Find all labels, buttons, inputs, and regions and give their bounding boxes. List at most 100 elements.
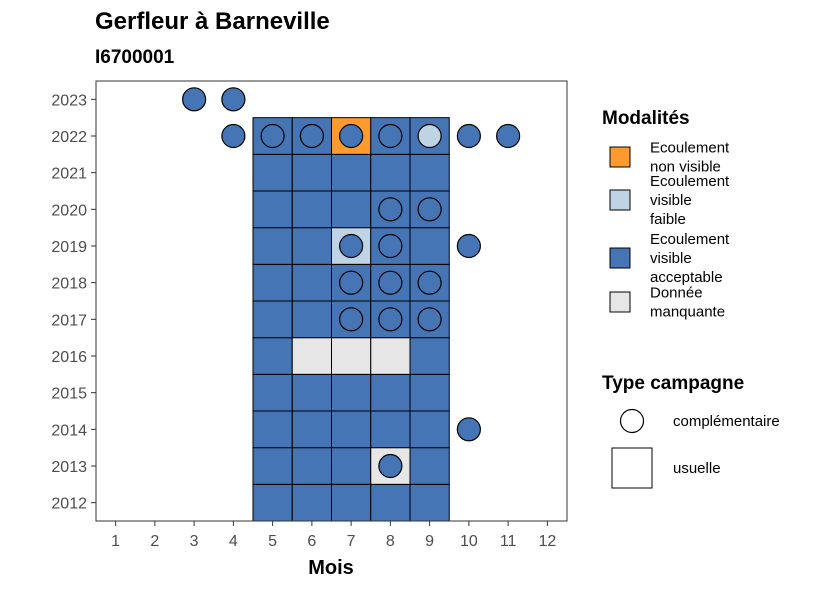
tile-7-2013 xyxy=(331,447,372,485)
legend-label-usuelle: usuelle xyxy=(673,460,721,477)
tile-8-2015 xyxy=(370,373,411,412)
legend-key-vf xyxy=(609,189,631,211)
legend-label-dm-1: manquante xyxy=(650,304,725,321)
x-tick-label-1: 1 xyxy=(111,533,120,550)
point-7-2017 xyxy=(339,307,364,332)
x-axis: 1 2 3 4 5 6 7 8 9 10 11 12 xyxy=(111,521,556,550)
tile-5-2021 xyxy=(252,153,293,192)
y-tick-label-2012: 2012 xyxy=(51,496,87,513)
legend-key-usuelle xyxy=(611,447,653,489)
tile-5-2012 xyxy=(252,483,293,522)
tile-8-2016 xyxy=(370,337,411,375)
chart-subtitle: I6700001 xyxy=(95,47,175,68)
point-8-2013 xyxy=(378,453,403,479)
tile-7-2020 xyxy=(331,190,372,229)
point-7-2019 xyxy=(339,233,364,259)
chart-title: Gerfleur à Barneville xyxy=(95,8,330,35)
point-8-2022 xyxy=(378,123,403,149)
legend-label-va-2: acceptable xyxy=(650,269,723,286)
tile-6-2014 xyxy=(291,410,332,449)
tile-9-2014 xyxy=(409,410,450,449)
tile-9-2012 xyxy=(409,483,450,522)
legend-label-vf-0: Ecoulement xyxy=(650,173,730,190)
y-tick-label-2013: 2013 xyxy=(51,459,87,476)
legend-label-va-0: Ecoulement xyxy=(650,231,730,248)
legend-label-vf-1: visible xyxy=(650,192,692,209)
legend-label-nv-0: Ecoulement xyxy=(650,140,730,157)
tile-7-2015 xyxy=(331,373,372,412)
point-10-2019 xyxy=(456,233,481,259)
legend-label-va-1: visible xyxy=(650,250,692,267)
tile-5-2016 xyxy=(252,337,293,375)
y-tick-label-2023: 2023 xyxy=(51,92,87,109)
point-7-2022 xyxy=(339,123,364,149)
x-tick-label-9: 9 xyxy=(425,533,434,550)
tile-5-2013 xyxy=(252,447,293,485)
tile-6-2012 xyxy=(291,483,332,522)
tile-5-2018 xyxy=(252,263,293,302)
tile-6-2018 xyxy=(291,263,332,302)
point-9-2020 xyxy=(417,197,442,222)
point-11-2022 xyxy=(496,123,521,149)
legend-label-nv-1: non visible xyxy=(650,159,721,176)
tile-9-2015 xyxy=(409,373,450,412)
y-axis: 2012 2013 2014 2015 2016 2017 2018 2019 2020 2021… xyxy=(51,92,96,513)
point-9-2017 xyxy=(417,307,442,332)
y-tick-label-2022: 2022 xyxy=(51,129,87,146)
tile-7-2022 xyxy=(331,117,372,155)
tile-9-2016 xyxy=(409,337,450,375)
tile-5-2017 xyxy=(252,300,293,339)
point-10-2014 xyxy=(456,417,481,442)
point-8-2017 xyxy=(378,307,403,332)
plot-panel xyxy=(95,80,568,522)
tile-8-2012 xyxy=(370,483,411,522)
legend-key-complementaire xyxy=(619,408,645,434)
legend-key-nv xyxy=(609,146,631,168)
y-tick-label-2020: 2020 xyxy=(51,202,87,219)
tile-6-2013 xyxy=(291,447,332,485)
point-3-2023 xyxy=(182,87,207,112)
legend-label-vf-2: faible xyxy=(650,211,686,228)
y-tick-label-2015: 2015 xyxy=(51,386,87,403)
legend-label-dm-0: Donnée xyxy=(650,285,703,302)
x-tick-label-7: 7 xyxy=(347,533,356,550)
tile-6-2017 xyxy=(291,300,332,339)
legend-key-va xyxy=(609,247,631,269)
point-9-2018 xyxy=(417,270,442,295)
y-tick-label-2017: 2017 xyxy=(51,312,87,329)
tile-6-2021 xyxy=(291,153,332,192)
point-4-2023 xyxy=(221,87,246,112)
tile-6-2016 xyxy=(291,337,332,375)
point-8-2019 xyxy=(378,233,403,259)
legend-type-campagne: Type campagne complémentaire usuelle xyxy=(602,373,780,489)
point-8-2018 xyxy=(378,270,403,295)
point-5-2022 xyxy=(260,123,285,149)
x-tick-label-3: 3 xyxy=(190,533,199,550)
tile-7-2019 xyxy=(331,227,372,265)
legend-label-complementaire: complémentaire xyxy=(673,413,780,430)
tile-5-2019 xyxy=(252,227,293,265)
x-tick-label-2: 2 xyxy=(150,533,159,550)
point-8-2020 xyxy=(378,197,403,222)
tile-6-2020 xyxy=(291,190,332,229)
x-tick-label-10: 10 xyxy=(460,533,478,550)
tile-7-2012 xyxy=(331,483,372,522)
x-tick-label-12: 12 xyxy=(538,533,556,550)
tile-7-2016 xyxy=(331,337,372,375)
x-axis-title: Mois xyxy=(308,557,354,579)
tile-5-2014 xyxy=(252,410,293,449)
point-4-2022 xyxy=(221,123,246,149)
x-tick-label-8: 8 xyxy=(386,533,395,550)
tile-6-2015 xyxy=(291,373,332,412)
tile-5-2020 xyxy=(252,190,293,229)
tile-9-2013 xyxy=(409,447,450,485)
legend-campagne-title: Type campagne xyxy=(602,373,744,394)
y-tick-label-2018: 2018 xyxy=(51,276,87,293)
tile-8-2021 xyxy=(370,153,411,192)
tile-9-2021 xyxy=(409,153,450,192)
point-6-2022 xyxy=(299,123,324,149)
tile-5-2015 xyxy=(252,373,293,412)
y-tick-label-2019: 2019 xyxy=(51,239,87,256)
